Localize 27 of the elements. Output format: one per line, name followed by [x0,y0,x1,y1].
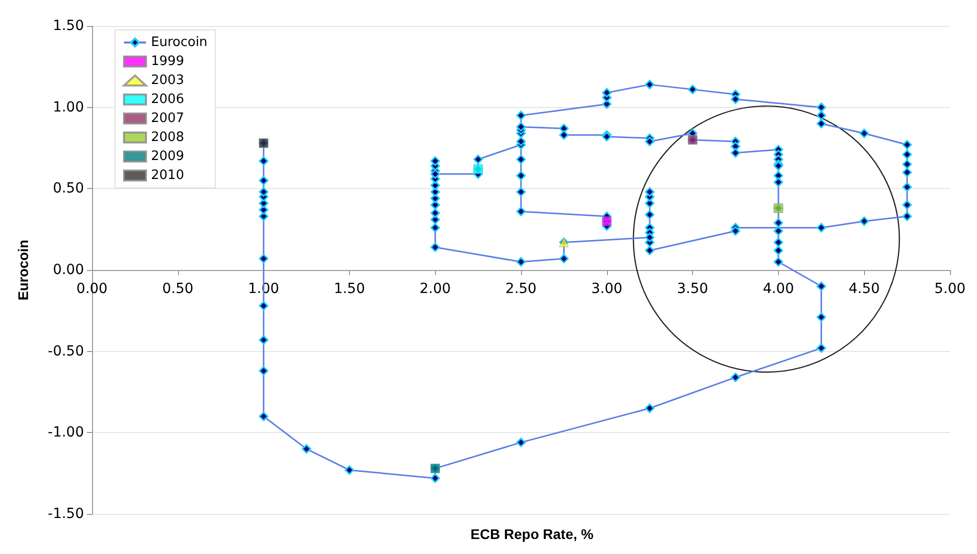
legend-label: 2008 [151,130,184,145]
x-tick-label: 3.00 [591,281,622,297]
x-tick-label: 4.50 [848,281,880,297]
y-tick-label: -0.50 [48,343,84,360]
x-tick-label: 3.50 [677,281,708,297]
x-axis-title: ECB Repo Rate, % [470,526,594,542]
x-tick-label: 2.00 [420,281,451,297]
y-tick-label: -1.50 [48,506,84,522]
legend-label: 2006 [151,92,184,107]
x-tick-label: 4.00 [762,281,794,297]
legend-label: Eurocoin [151,35,208,50]
y-tick-label: 0.50 [52,180,84,197]
legend-label: 2010 [151,168,184,183]
legend-label: 1999 [151,54,184,69]
legend-label: 2007 [151,111,184,126]
y-tick-label: 1.50 [52,18,84,34]
y-axis-title: Eurocoin [15,240,31,300]
legend-label: 2003 [151,73,184,88]
x-tick-label: 1.50 [334,281,365,297]
y-tick-label: 1.00 [52,99,84,116]
x-tick-label: 5.00 [934,281,966,297]
x-tick-label: 0.00 [76,281,108,297]
y-tick-label: 0.00 [52,262,84,278]
x-tick-label: 2.50 [505,281,537,297]
x-tick-label: 0.50 [162,281,194,297]
y-tick-label: -1.00 [48,424,84,441]
legend-label: 2009 [151,149,184,164]
